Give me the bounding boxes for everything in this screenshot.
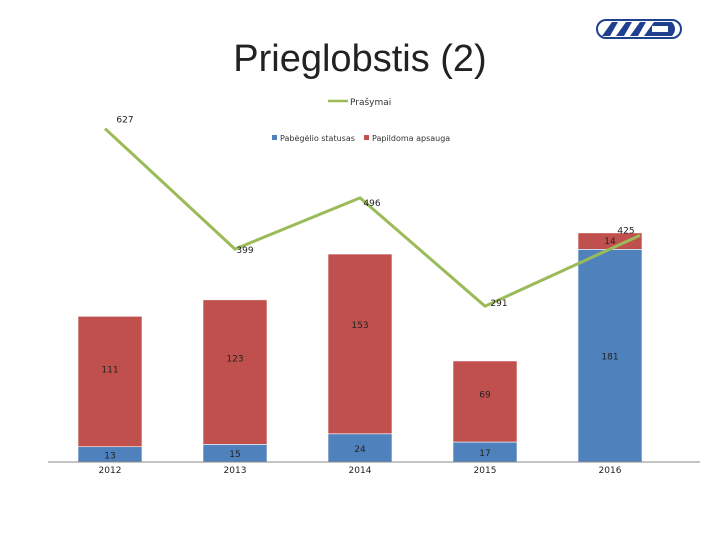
line-prasymai <box>103 127 641 308</box>
bar-papildoma-2013 <box>202 299 268 445</box>
line-label-prasymai-2012: 627 <box>116 116 133 126</box>
bar-label-pabegelio-2013: 15 <box>229 450 240 460</box>
bar-label-pabegelio-2012: 13 <box>104 451 115 461</box>
legend-label-papildoma: Papildoma apsauga <box>372 134 450 143</box>
bar-label-papildoma-2015: 69 <box>479 390 491 400</box>
x-tick-2015: 2015 <box>474 466 497 476</box>
bar-label-pabegelio-2015: 17 <box>479 449 490 459</box>
x-tick-2012: 2012 <box>99 466 122 476</box>
legend-swatch-pabegelio <box>272 135 277 140</box>
legend-line: Prašymai <box>328 97 391 108</box>
x-tick-2013: 2013 <box>224 466 247 476</box>
legend-label-pabegelio: Pabėgėlio statusas <box>280 134 355 143</box>
migration-department-logo-icon <box>596 19 682 39</box>
bar-label-papildoma-2016: 14 <box>604 237 616 247</box>
bar-label-papildoma-2013: 123 <box>226 355 243 365</box>
legend-swatch-papildoma <box>364 135 369 140</box>
line-label-prasymai-2014: 496 <box>363 199 380 209</box>
bar-label-pabegelio-2016: 181 <box>601 353 618 363</box>
bar-papildoma-2014 <box>327 253 393 435</box>
line-label-prasymai-2013: 399 <box>236 246 253 256</box>
x-tick-2014: 2014 <box>349 466 372 476</box>
bar-pabegelio-2016 <box>577 249 643 463</box>
bar-papildoma-2012 <box>77 315 143 448</box>
line-label-prasymai-2016: 425 <box>617 226 634 236</box>
page-title: Prieglobstis (2) <box>233 38 487 80</box>
bar-pabegelio-2014 <box>327 433 393 463</box>
bar-papildoma-2015 <box>452 360 518 443</box>
bar-label-papildoma-2014: 153 <box>351 321 368 331</box>
legend-line-label: Prašymai <box>350 97 391 108</box>
bar-label-papildoma-2012: 111 <box>101 365 118 375</box>
x-tick-2016: 2016 <box>599 466 622 476</box>
legend-bars: Pabėgėlio statusas Papildoma apsauga <box>272 134 450 143</box>
bar-label-pabegelio-2014: 24 <box>354 445 366 455</box>
line-label-prasymai-2015: 291 <box>490 299 507 309</box>
